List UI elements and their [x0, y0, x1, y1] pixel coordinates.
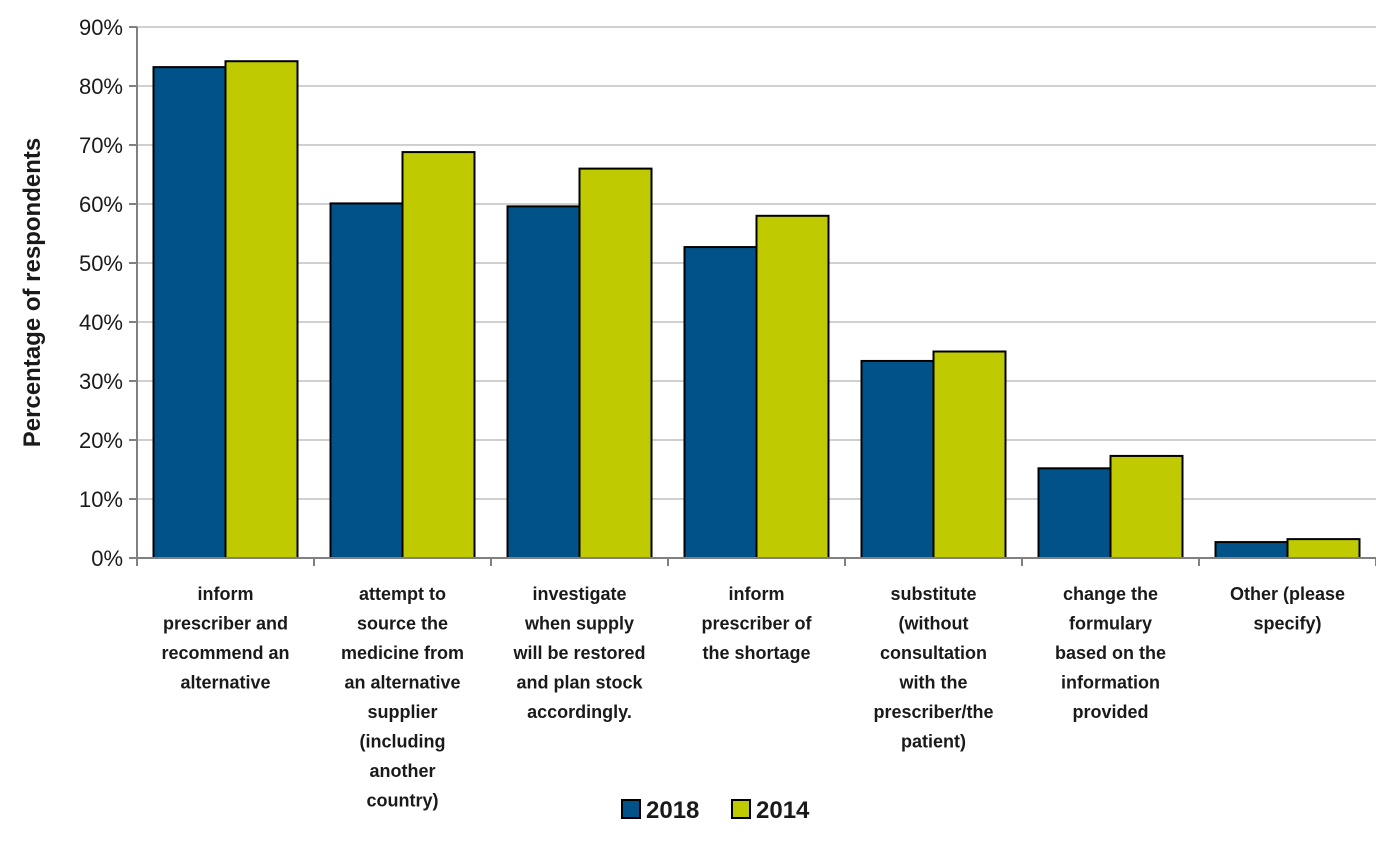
x-category-label-line: an alternative [344, 673, 460, 693]
bar-2014 [401, 151, 476, 560]
x-category-label-line: will be restored [512, 643, 645, 663]
bar-2018 [152, 66, 227, 560]
bar-2014 [224, 60, 299, 559]
legend-swatch-2018 [621, 799, 641, 819]
x-category-label: substitute (without consultation with the pr… [873, 584, 993, 752]
x-category-label-line: consultation [880, 643, 987, 663]
y-tick-label: 10% [79, 487, 123, 512]
bar-2014 [1109, 454, 1184, 559]
x-category-label-line: inform [198, 584, 254, 604]
legend-label-2018: 2018 [646, 797, 699, 824]
x-category-label: inform prescriber and recommend an alternat… [161, 584, 289, 693]
bar-2018 [329, 202, 404, 559]
x-category-label-line: change the [1063, 584, 1158, 604]
x-category-label-line: source the [357, 614, 448, 634]
x-category-label-line: medicine from [341, 643, 464, 663]
x-category-label-line: when supply [524, 614, 634, 634]
x-category-label-line: investigate [532, 584, 626, 604]
bar-2018 [1037, 467, 1112, 560]
x-category-label-line: country) [367, 791, 439, 811]
x-category-label-line: substitute [890, 584, 976, 604]
x-category-label-line: inform [729, 584, 785, 604]
x-category-label: Other (please specify) [1230, 584, 1345, 634]
x-category-label: attempt to source the medicine from an alte… [341, 584, 464, 811]
x-category-label-line: provided [1072, 702, 1148, 722]
y-tick-label: 50% [79, 251, 123, 276]
x-category-label-line: patient) [901, 732, 966, 752]
x-category-label-line: recommend an [161, 643, 289, 663]
y-tick-label: 90% [79, 15, 123, 40]
x-category-label-line: prescriber and [163, 614, 288, 634]
bar-2014 [755, 214, 830, 560]
y-tick-label: 60% [79, 192, 123, 217]
legend-label-2014: 2014 [756, 797, 810, 824]
x-category-label-line: information [1061, 673, 1160, 693]
x-category-label: change the formulary based on the informati… [1055, 584, 1166, 722]
y-tick-label: 30% [79, 369, 123, 394]
y-tick-label: 80% [79, 74, 123, 99]
bar-2018 [1214, 541, 1289, 560]
bar-2018 [506, 205, 581, 560]
legend-swatch-2014 [731, 799, 751, 819]
y-tick-label: 40% [79, 310, 123, 335]
x-category-label-line: with the [899, 673, 968, 693]
x-category-label-line: another [369, 761, 435, 781]
x-category-label-line: prescriber/the [873, 702, 993, 722]
y-axis-label: Percentage of respondents [19, 138, 46, 447]
x-category-label-line: (including [360, 732, 446, 752]
x-category-label-line: based on the [1055, 643, 1166, 663]
y-tick-label: 0% [91, 546, 123, 571]
bar-2014 [932, 350, 1007, 559]
x-category-label: inform prescriber of the shortage [701, 584, 812, 663]
x-category-label-line: formulary [1069, 614, 1152, 634]
x-category-label-line: supplier [367, 702, 437, 722]
x-category-label-line: prescriber of [701, 614, 812, 634]
x-category-label-line: specify) [1253, 614, 1321, 634]
x-category-label-line: Other (please [1230, 584, 1345, 604]
x-category-label-line: the shortage [702, 643, 810, 663]
x-category-label-line: attempt to [359, 584, 446, 604]
x-category-label: investigate when supply will be restored an… [512, 584, 645, 722]
y-tick-label: 20% [79, 428, 123, 453]
bar-2018 [860, 359, 935, 559]
x-category-label-line: accordingly. [527, 702, 632, 722]
y-tick-label: 70% [79, 133, 123, 158]
x-category-label-line: and plan stock [516, 673, 643, 693]
bar-2014 [1286, 538, 1361, 559]
x-category-label-line: (without [899, 614, 969, 634]
bar-2014 [578, 167, 653, 559]
bar-2018 [683, 246, 758, 559]
x-category-label-line: alternative [180, 673, 270, 693]
